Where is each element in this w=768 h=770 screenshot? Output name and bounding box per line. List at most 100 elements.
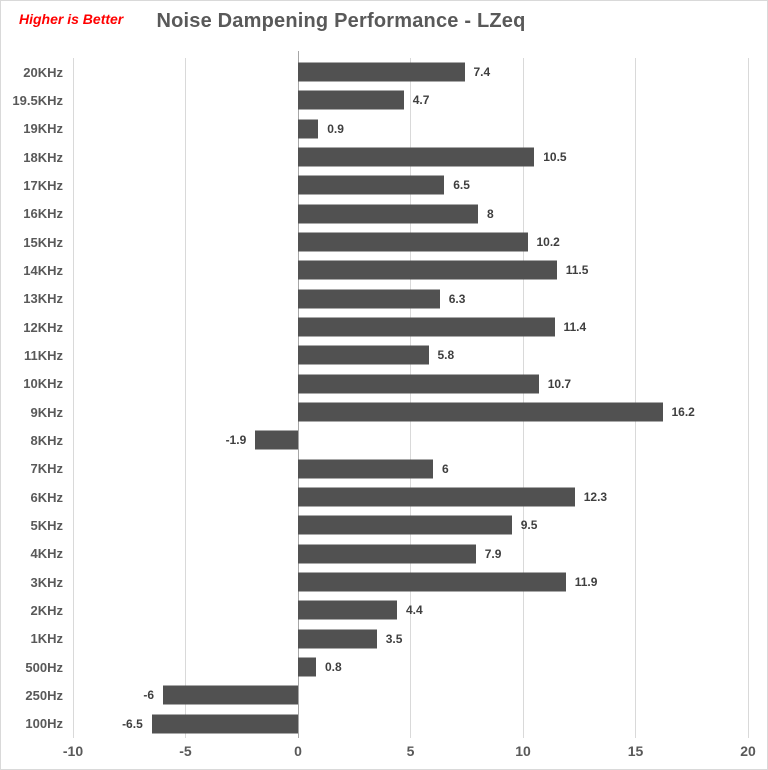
bar-value-label: 10.7	[547, 376, 572, 391]
bar-row: 3.5	[73, 625, 748, 653]
bar	[298, 232, 528, 252]
bar-row: 11.5	[73, 256, 748, 284]
bar	[298, 402, 663, 422]
bar-value-label: 8	[487, 206, 494, 221]
gridline	[522, 58, 524, 738]
bar-value-label: 0.8	[325, 660, 342, 675]
bar-row: 16.2	[73, 398, 748, 426]
bar-row: 4.7	[73, 86, 748, 114]
bar	[298, 629, 377, 649]
category-label: 100Hz	[25, 716, 63, 732]
bar-value-label: 16.2	[671, 405, 695, 420]
bar	[255, 430, 298, 450]
category-label: 7KHz	[30, 461, 63, 477]
bar-value-label: 11.4	[563, 320, 587, 335]
category-label: 13KHz	[23, 291, 63, 307]
bar-value-label: 6.3	[448, 291, 466, 306]
bar-value-label: 4.7	[412, 93, 430, 108]
category-label: 1KHz	[30, 631, 63, 647]
category-label: 20KHz	[23, 64, 63, 80]
bar-value-label: 0.9	[327, 121, 344, 136]
bar-row: 6.5	[73, 171, 748, 199]
bar	[298, 459, 433, 479]
bar	[298, 147, 535, 167]
bar-value-label: 6	[442, 461, 449, 476]
category-label: 2KHz	[30, 602, 63, 618]
bar-row: 10.2	[73, 228, 748, 256]
bar-row: 0.9	[73, 115, 748, 143]
category-label: 3KHz	[30, 574, 63, 590]
bar	[151, 714, 298, 734]
category-label: 16KHz	[23, 206, 63, 222]
bar-row: 0.8	[73, 653, 748, 681]
x-tick-label: -10	[62, 743, 84, 759]
bar-value-label: 7.4	[473, 65, 491, 80]
category-label: 17KHz	[23, 177, 63, 193]
bar-row: 4.4	[73, 596, 748, 624]
gridline	[72, 58, 74, 738]
x-tick-label: 20	[740, 743, 756, 759]
category-label: 5KHz	[30, 517, 63, 533]
x-tick-label: 5	[406, 743, 415, 759]
bar-rows: 7.4 4.7 0.9 10.5 6.5 8 10.2 11.5 6.3 11.4 5.8 10.7 1…	[73, 58, 748, 738]
bar	[298, 260, 557, 280]
bar-row: 10.7	[73, 370, 748, 398]
bar	[298, 600, 397, 620]
bar-row: 5.8	[73, 341, 748, 369]
category-label: 6KHz	[30, 489, 63, 505]
bar	[298, 572, 566, 592]
bar	[298, 119, 319, 139]
bar	[298, 487, 575, 507]
bar-value-label: 10.5	[543, 150, 567, 165]
bar-row: 7.4	[73, 58, 748, 86]
gridline	[410, 58, 411, 738]
gridline	[635, 58, 636, 738]
x-tick-label: 0	[294, 743, 302, 759]
bar	[298, 544, 476, 564]
bar-row: 12.3	[73, 483, 748, 511]
chart-title: Noise Dampening Performance - LZeq	[156, 10, 526, 32]
gridline	[185, 58, 186, 738]
bar-row: 11.4	[73, 313, 748, 341]
bar	[298, 374, 539, 394]
bar	[298, 515, 512, 535]
bar-value-label: 11.5	[565, 263, 589, 278]
category-axis: 20KHz 19.5KHz 19KHz 18KHz 17KHz 16KHz 15KHz 14K…	[1, 58, 63, 738]
bar	[298, 62, 465, 82]
bar-value-label: 6.5	[453, 178, 470, 193]
bar-value-label: 7.9	[484, 546, 502, 561]
x-tick-label: -5	[179, 743, 192, 759]
category-label: 500Hz	[25, 659, 63, 675]
bar-value-label: 12.3	[583, 490, 608, 505]
bar-value-label: 11.9	[574, 575, 598, 590]
bar	[298, 289, 440, 309]
bar-value-label: 5.8	[437, 348, 455, 363]
bar	[163, 685, 298, 705]
bar-row: 10.5	[73, 143, 748, 171]
category-label: 19KHz	[23, 121, 63, 137]
category-label: 10KHz	[23, 376, 63, 392]
bar-row: 7.9	[73, 540, 748, 568]
bar	[298, 90, 404, 110]
category-label: 19.5KHz	[12, 92, 63, 108]
category-label: 18KHz	[23, 149, 63, 165]
category-label: 9KHz	[30, 404, 63, 420]
bar-value-label: -6.5	[122, 716, 143, 731]
category-label: 14KHz	[23, 262, 63, 278]
value-axis: -10 -5 0 5 10 15 20	[1, 743, 767, 763]
zero-axis-line	[297, 51, 299, 738]
gridline	[747, 58, 749, 738]
bar-row: 9.5	[73, 511, 748, 539]
x-tick-label: 10	[515, 743, 531, 759]
bar-row: 6.3	[73, 285, 748, 313]
bar	[298, 204, 478, 224]
bar-value-label: 3.5	[385, 631, 403, 646]
bar-row: 8	[73, 200, 748, 228]
x-tick-label: 15	[627, 743, 644, 759]
category-label: 15KHz	[23, 234, 63, 250]
bar-row: -6	[73, 681, 748, 709]
bar	[298, 175, 445, 195]
bar-value-label: 4.4	[406, 603, 423, 618]
category-label: 250Hz	[25, 687, 63, 703]
bar-value-label: -1.9	[225, 433, 247, 448]
